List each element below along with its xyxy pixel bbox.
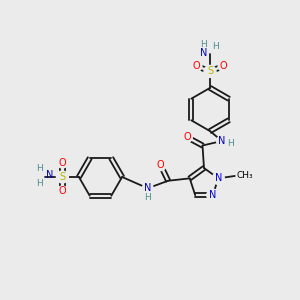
Circle shape [57,157,68,168]
Circle shape [57,186,68,197]
Circle shape [191,61,202,71]
Text: O: O [157,160,164,170]
Text: O: O [193,61,200,71]
Circle shape [155,160,166,171]
Text: H: H [36,179,43,188]
Text: N: N [209,190,217,200]
Text: H: H [144,193,151,202]
Text: N: N [214,173,222,183]
Text: H: H [212,42,219,51]
Text: N: N [218,136,226,146]
Text: N: N [46,170,53,181]
Text: H: H [36,164,43,173]
Text: N: N [200,47,207,58]
Text: N: N [144,183,152,193]
Circle shape [142,183,153,194]
Circle shape [207,189,219,201]
Circle shape [212,172,224,184]
Circle shape [218,61,229,71]
Text: O: O [58,158,66,168]
Circle shape [182,132,192,142]
Circle shape [217,136,227,146]
Text: S: S [59,172,65,182]
Text: CH₃: CH₃ [236,172,253,181]
Circle shape [56,171,68,183]
Text: H: H [227,139,234,148]
Text: O: O [220,61,227,71]
Text: O: O [183,132,191,142]
Text: O: O [58,186,66,197]
Text: S: S [207,66,213,76]
Text: H: H [200,40,207,49]
Circle shape [204,65,216,77]
